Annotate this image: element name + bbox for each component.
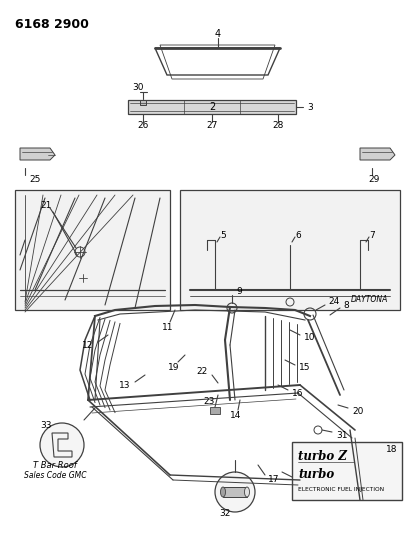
Text: 10: 10 bbox=[304, 334, 315, 343]
Bar bbox=[210, 407, 220, 414]
Bar bbox=[292, 442, 402, 500]
Text: 31: 31 bbox=[336, 431, 348, 440]
Text: 19: 19 bbox=[168, 362, 180, 372]
Circle shape bbox=[40, 423, 84, 467]
Text: turbo Z: turbo Z bbox=[298, 449, 347, 463]
Text: 21: 21 bbox=[40, 200, 51, 209]
Text: T Bar Roof: T Bar Roof bbox=[33, 461, 77, 470]
Bar bbox=[128, 100, 296, 114]
Text: 15: 15 bbox=[299, 364, 310, 373]
Text: 32: 32 bbox=[220, 510, 231, 519]
Ellipse shape bbox=[220, 487, 226, 497]
Text: 6168 2900: 6168 2900 bbox=[15, 18, 89, 31]
Bar bbox=[140, 100, 146, 105]
Text: 24: 24 bbox=[328, 297, 339, 306]
Text: turbo: turbo bbox=[298, 467, 334, 481]
Text: 26: 26 bbox=[137, 122, 149, 131]
Circle shape bbox=[215, 472, 255, 512]
Text: 5: 5 bbox=[220, 230, 226, 239]
Text: 3: 3 bbox=[307, 102, 313, 111]
Text: 11: 11 bbox=[162, 324, 174, 333]
Text: 25: 25 bbox=[29, 175, 41, 184]
Text: 14: 14 bbox=[230, 411, 242, 421]
Text: 6: 6 bbox=[295, 230, 301, 239]
Text: DAYTONA: DAYTONA bbox=[350, 295, 388, 304]
Text: 22: 22 bbox=[197, 367, 208, 376]
Text: 12: 12 bbox=[82, 342, 93, 351]
Text: 17: 17 bbox=[268, 474, 279, 483]
Text: ELECTRONIC FUEL INJECTION: ELECTRONIC FUEL INJECTION bbox=[298, 488, 384, 492]
Bar bbox=[223, 487, 247, 497]
Text: Sales Code GMC: Sales Code GMC bbox=[24, 472, 86, 481]
Text: 27: 27 bbox=[206, 122, 218, 131]
Polygon shape bbox=[360, 148, 395, 160]
Polygon shape bbox=[20, 148, 55, 160]
Text: 30: 30 bbox=[132, 84, 144, 93]
Bar bbox=[15, 190, 170, 310]
Text: 4: 4 bbox=[215, 29, 221, 39]
Text: 18: 18 bbox=[386, 446, 397, 455]
Text: 2: 2 bbox=[209, 102, 215, 112]
Ellipse shape bbox=[244, 487, 250, 497]
Text: 29: 29 bbox=[368, 175, 380, 184]
Text: 23: 23 bbox=[204, 398, 215, 407]
Text: 7: 7 bbox=[369, 230, 375, 239]
Text: 8: 8 bbox=[343, 301, 349, 310]
Text: 9: 9 bbox=[236, 287, 242, 295]
Bar bbox=[180, 190, 400, 310]
Text: 33: 33 bbox=[40, 421, 52, 430]
Text: 16: 16 bbox=[292, 389, 304, 398]
Text: 13: 13 bbox=[118, 382, 130, 391]
Text: 20: 20 bbox=[352, 407, 364, 416]
Text: 28: 28 bbox=[272, 122, 284, 131]
